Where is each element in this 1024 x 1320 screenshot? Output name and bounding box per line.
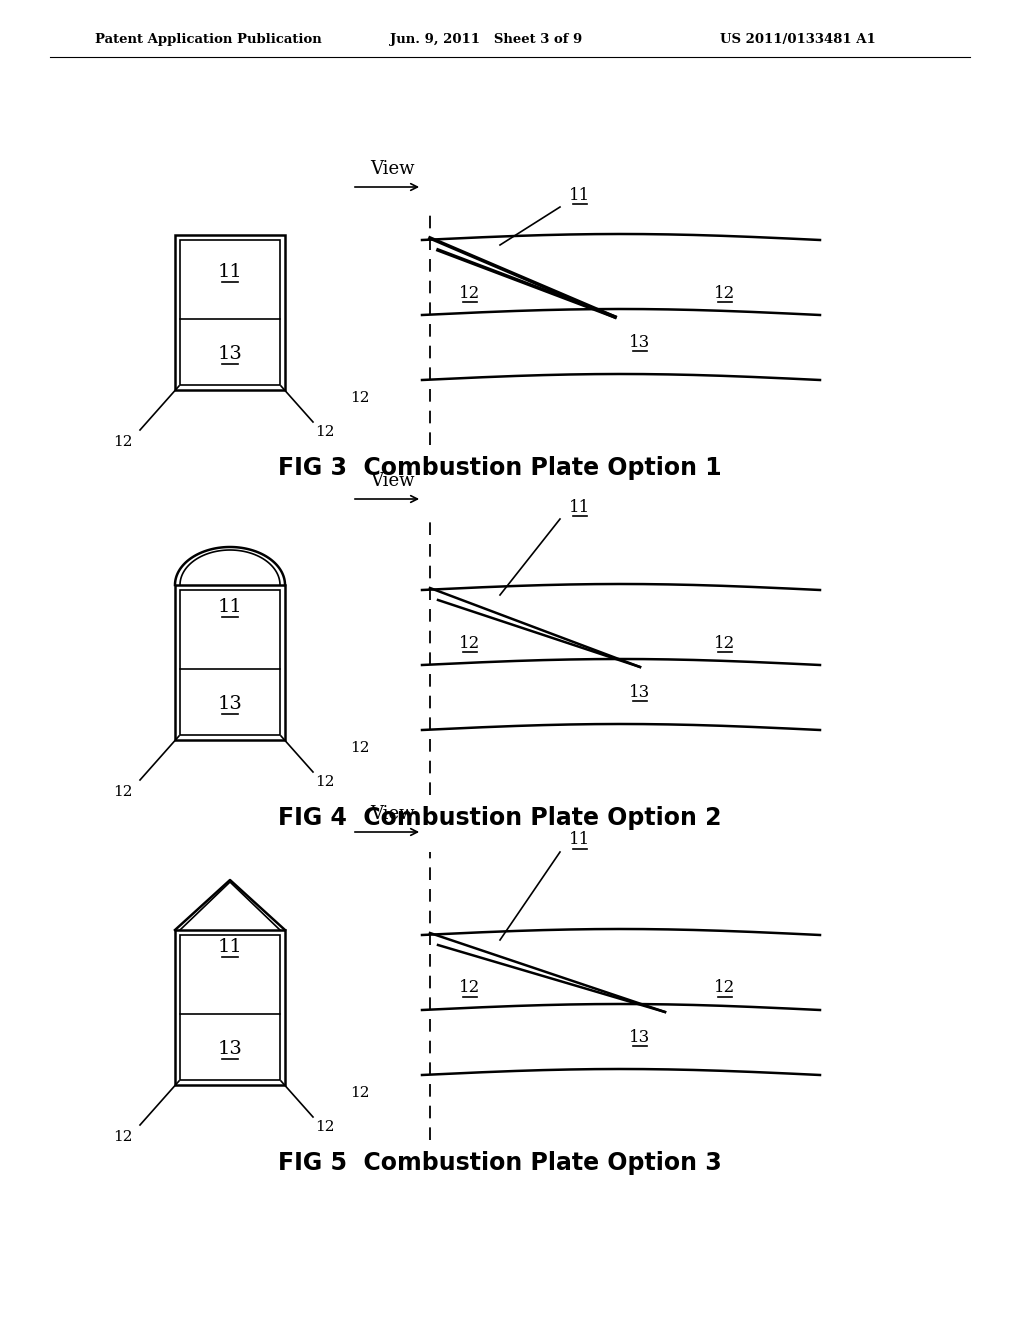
Text: 11: 11 [218, 937, 243, 956]
Text: 12: 12 [114, 785, 133, 799]
Text: 12: 12 [315, 1119, 335, 1134]
Bar [180, 935, 280, 1080]
Text: 12: 12 [715, 635, 735, 652]
Text: View: View [371, 473, 415, 490]
Bar [175, 585, 285, 741]
Text: 13: 13 [630, 1030, 650, 1045]
Text: View: View [371, 160, 415, 178]
Text: 12: 12 [114, 436, 133, 449]
Bar [180, 590, 280, 735]
Text: 11: 11 [218, 263, 243, 281]
Text: 12: 12 [350, 741, 370, 755]
Text: FIG 3  Combustion Plate Option 1: FIG 3 Combustion Plate Option 1 [279, 455, 722, 480]
Text: 12: 12 [350, 1086, 370, 1100]
Text: 12: 12 [460, 635, 480, 652]
Bar [175, 931, 285, 1085]
Text: 12: 12 [315, 775, 335, 789]
Text: 13: 13 [217, 1040, 243, 1059]
Text: 12: 12 [460, 285, 480, 301]
Text: 11: 11 [569, 499, 591, 516]
Text: 12: 12 [460, 979, 480, 997]
Text: 11: 11 [218, 598, 243, 615]
Text: 11: 11 [569, 832, 591, 849]
Text: 13: 13 [630, 334, 650, 351]
Text: FIG 4  Combustion Plate Option 2: FIG 4 Combustion Plate Option 2 [279, 807, 722, 830]
Text: 12: 12 [315, 425, 335, 440]
Text: 11: 11 [569, 186, 591, 203]
Bar [175, 235, 285, 389]
Text: View: View [371, 805, 415, 822]
Text: 13: 13 [630, 684, 650, 701]
Text: Jun. 9, 2011   Sheet 3 of 9: Jun. 9, 2011 Sheet 3 of 9 [390, 33, 583, 46]
Text: 12: 12 [715, 285, 735, 301]
Text: FIG 5  Combustion Plate Option 3: FIG 5 Combustion Plate Option 3 [279, 1151, 722, 1175]
Text: Patent Application Publication: Patent Application Publication [95, 33, 322, 46]
Text: 12: 12 [114, 1130, 133, 1144]
Text: 13: 13 [217, 696, 243, 713]
Text: 12: 12 [350, 391, 370, 405]
Text: US 2011/0133481 A1: US 2011/0133481 A1 [720, 33, 876, 46]
Text: 13: 13 [217, 346, 243, 363]
Text: 12: 12 [715, 979, 735, 997]
Bar [180, 240, 280, 385]
